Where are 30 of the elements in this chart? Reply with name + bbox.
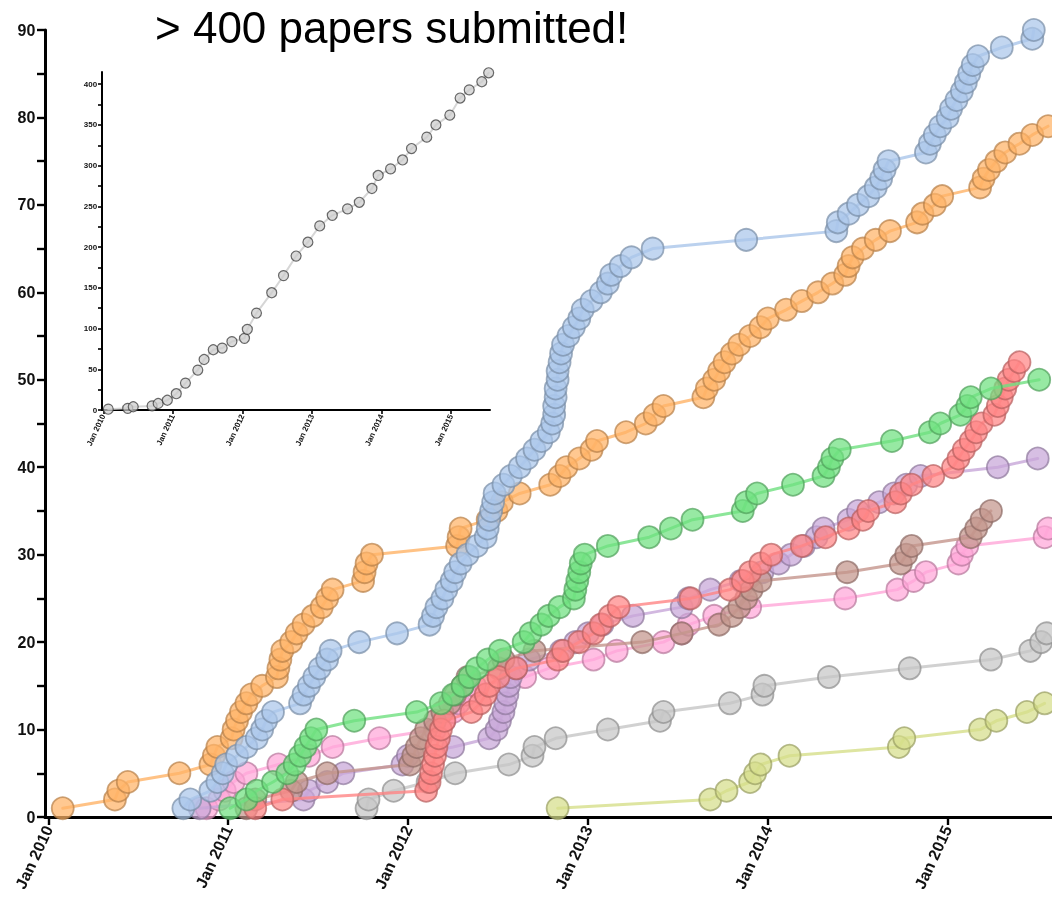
y-tick-label: 0 (92, 405, 98, 415)
y-tick-label: 150 (83, 283, 98, 293)
x-tick-label: Jan 2015 (911, 822, 956, 892)
y-tick-label: 50 (88, 364, 98, 374)
y-tick-label: 20 (17, 633, 36, 651)
y-tick-label: 250 (83, 201, 98, 211)
y-tick-label: 60 (17, 283, 36, 301)
y-tick-label: 100 (83, 324, 98, 334)
y-tick-label: 80 (17, 108, 36, 126)
x-tick-label: Jan 2010 (84, 412, 108, 448)
x-tick-label: Jan 2013 (551, 822, 596, 892)
x-tick-label: Jan 2013 (293, 412, 317, 448)
y-tick-label: 10 (17, 721, 36, 739)
x-tick-label: Jan 2012 (371, 822, 416, 892)
y-tick-label: 40 (17, 458, 36, 476)
y-tick-label: 70 (17, 196, 36, 214)
x-tick-label: Jan 2011 (154, 412, 178, 447)
x-tick-label: Jan 2011 (192, 822, 236, 891)
y-tick-label: 350 (83, 120, 98, 130)
y-tick-label: 90 (17, 21, 36, 39)
y-tick-label: 200 (83, 242, 98, 252)
x-tick-label: Jan 2015 (432, 412, 456, 448)
x-tick-label: Jan 2012 (224, 412, 247, 448)
x-tick-label: Jan 2014 (731, 822, 776, 892)
y-tick-label: 30 (17, 546, 36, 564)
y-tick-label: 400 (83, 79, 98, 89)
y-tick-label: 300 (83, 161, 98, 171)
x-tick-label: Jan 2014 (363, 412, 386, 448)
chart-title: > 400 papers submitted! (155, 2, 629, 52)
y-tick-label: 50 (17, 371, 36, 389)
